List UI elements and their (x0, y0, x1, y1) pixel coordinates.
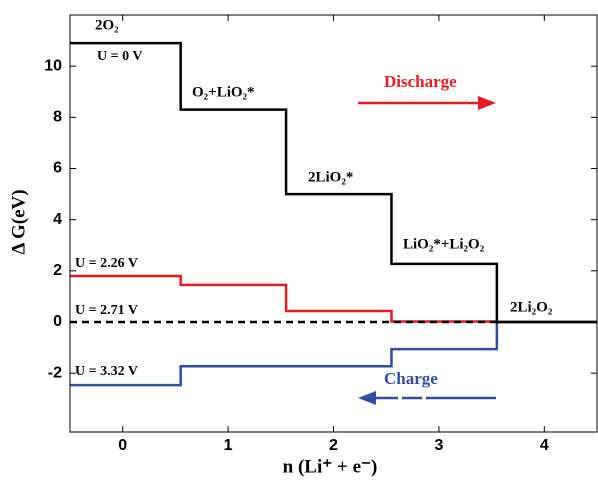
y-tick-label: 10 (44, 57, 62, 74)
x-tick-label: 0 (118, 437, 127, 454)
annotation: Discharge (384, 72, 457, 91)
step-label: 2Li₂O₂ (510, 299, 553, 315)
step-label: 2LiO₂* (308, 169, 353, 185)
series-label: U = 2.71 V (75, 303, 138, 318)
step-label: 2O₂ (95, 17, 119, 33)
series-label: U = 3.32 V (75, 364, 138, 379)
series-label: U = 2.26 V (75, 256, 138, 271)
charge-arrow-head (358, 391, 376, 405)
step-line (70, 320, 597, 387)
y-tick-label: 8 (53, 109, 62, 126)
x-tick-label: 2 (329, 437, 338, 454)
y-axis-label: Δ G(eV) (8, 189, 29, 254)
y-tick-label: 2 (53, 262, 62, 279)
step-label: O₂+LiO₂* (192, 84, 255, 100)
y-tick-label: -2 (48, 364, 62, 381)
x-tick-label: 3 (434, 437, 443, 454)
plot-frame (69, 14, 598, 433)
x-axis-label: n (Li⁺ + e⁻) (283, 456, 378, 477)
discharge-arrow-head (478, 96, 496, 110)
y-tick-label: 0 (53, 313, 62, 330)
series-label: U = 0 V (97, 49, 142, 64)
step-line (70, 41, 597, 324)
x-tick-label: 1 (224, 437, 233, 454)
y-tick-label: 4 (53, 211, 62, 228)
y-tick-label: 6 (53, 160, 62, 177)
annotation: Charge (384, 369, 438, 388)
step-label: LiO₂*+Li₂O₂ (403, 236, 485, 252)
x-tick-label: 4 (540, 437, 549, 454)
